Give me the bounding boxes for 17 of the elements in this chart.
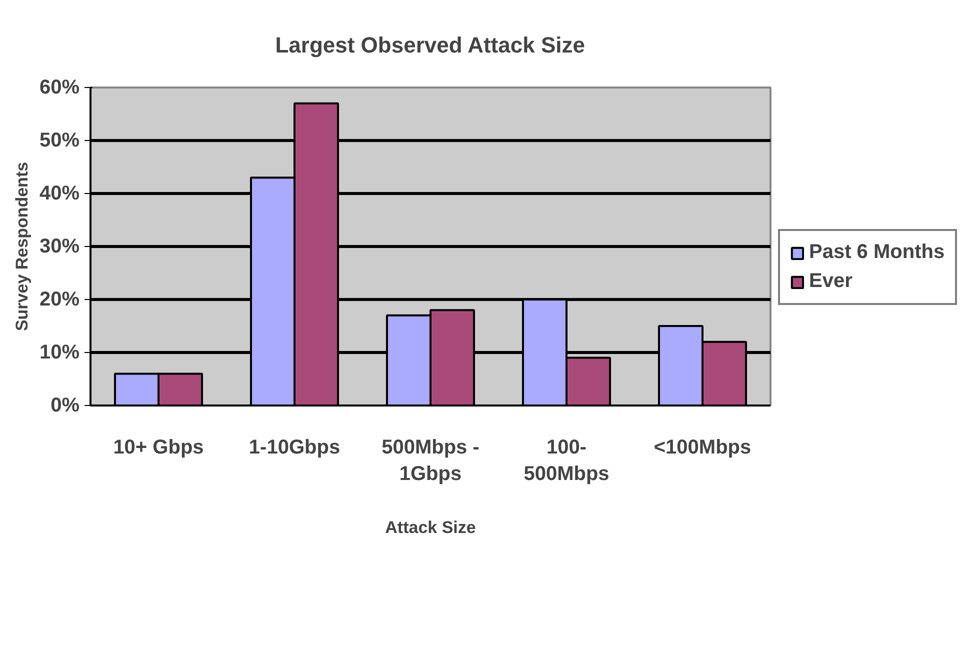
y-tick-label: 30% <box>39 236 80 258</box>
x-tick-label: 100- 500Mbps <box>524 436 610 485</box>
x-tick-label: <100Mbps <box>654 436 752 458</box>
legend-label: Ever <box>809 270 852 293</box>
y-tick-label: 0% <box>50 394 80 416</box>
x-axis-title: Attack Size <box>385 518 476 537</box>
y-tick-label: 10% <box>39 342 80 364</box>
x-tick-label: 1-10Gbps <box>248 436 340 458</box>
y-tick-label: 50% <box>39 130 80 152</box>
legend-label: Past 6 Months <box>809 241 945 264</box>
y-tick-label: 40% <box>39 182 80 204</box>
y-tick-label: 20% <box>39 288 80 310</box>
x-tick-label: 500Mbps - 1Gbps <box>382 436 480 485</box>
x-tick-label: 10+ Gbps <box>113 436 204 458</box>
y-axis-title: Survey Respondents <box>12 162 32 332</box>
y-tick-label: 60% <box>39 76 80 98</box>
chart-title: Largest Observed Attack Size <box>275 32 585 58</box>
